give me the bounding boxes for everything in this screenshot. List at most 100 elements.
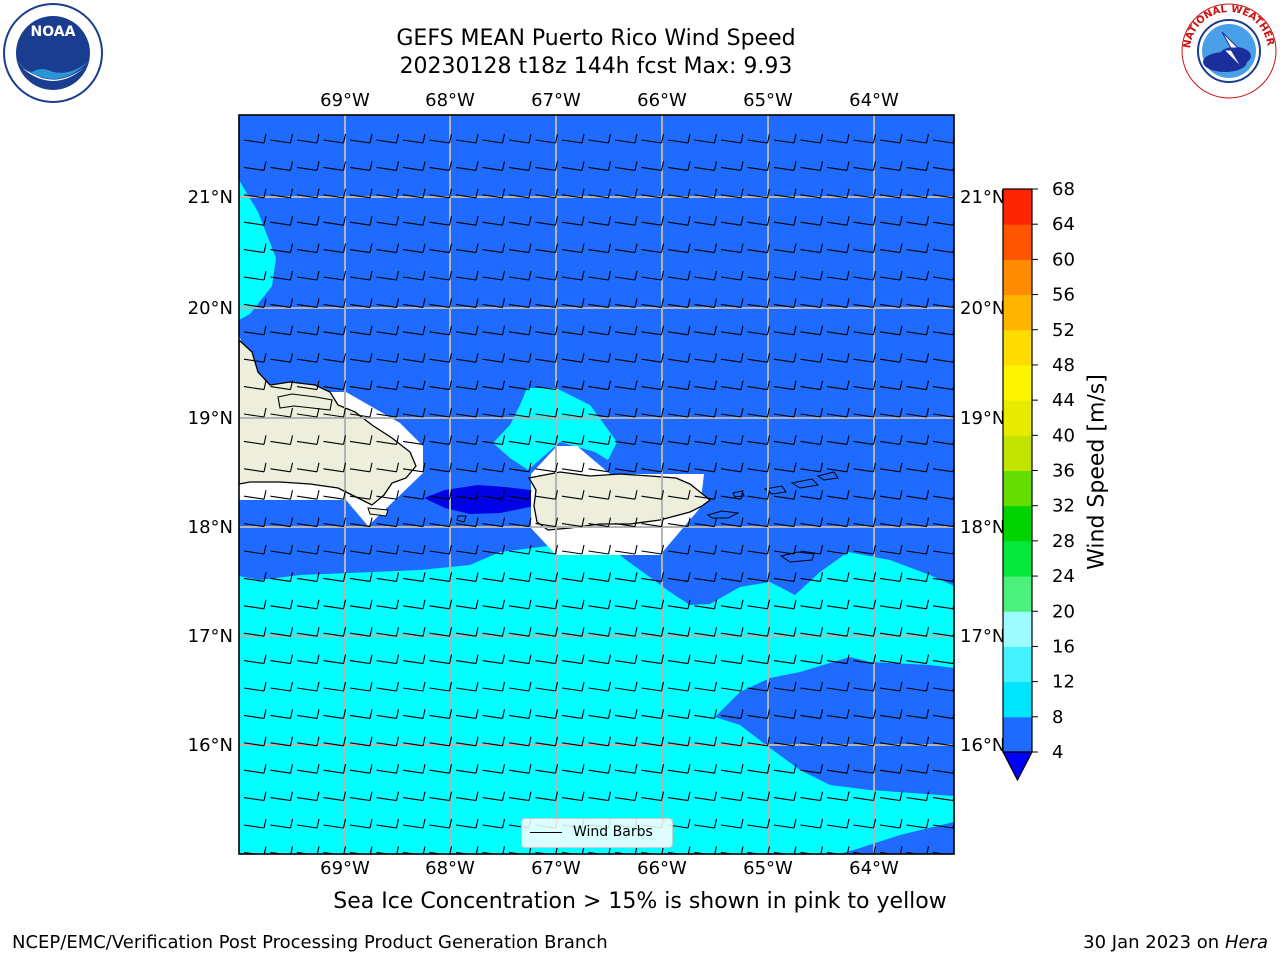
wind-barb (879, 654, 903, 665)
wind-barb (879, 243, 903, 254)
wind-barb (826, 298, 850, 308)
wind-barb (482, 298, 506, 308)
colorbar-segment (1003, 470, 1032, 507)
land-st-thomas (763, 485, 787, 495)
wind-barb (429, 380, 453, 391)
wind-barb (508, 544, 532, 555)
wind-barb (853, 243, 877, 254)
wind-barb (429, 243, 453, 254)
wind-barb (747, 681, 771, 692)
wind-barb (641, 764, 665, 774)
wind-barb (906, 736, 930, 747)
wind-barb (853, 709, 877, 719)
wind-barb (641, 298, 665, 308)
wind-barb (826, 407, 850, 418)
wind-barb (800, 133, 824, 144)
wind-barb (747, 572, 771, 582)
wind-barb (535, 736, 559, 747)
wind-barb (455, 709, 479, 719)
wind-barb (323, 270, 347, 281)
wind-barb (402, 161, 426, 171)
wind-barb (614, 133, 638, 144)
wind-barb (747, 298, 771, 308)
wind-barb (879, 216, 903, 226)
wind-barb (773, 764, 797, 774)
wind-barb (826, 490, 850, 500)
wind-barb (376, 490, 400, 500)
wind-barb (561, 599, 585, 610)
lon-label-bottom: 65°W (743, 858, 793, 879)
wind-barb (455, 517, 479, 528)
wind-barb (641, 325, 665, 336)
wind-barb (535, 270, 559, 281)
wind-barb (747, 490, 771, 500)
wind-barb (826, 544, 850, 555)
wind-barb (853, 380, 877, 391)
wind-barb (429, 353, 453, 363)
wind-barb (561, 133, 585, 144)
wind-barb (376, 791, 400, 802)
wind-barb (561, 161, 585, 171)
wind-barb (376, 818, 400, 829)
wind-barb (429, 462, 453, 473)
wind-barb (296, 353, 320, 363)
wind-barb (906, 791, 930, 802)
wind-barb (641, 544, 665, 555)
wind-barb (535, 380, 559, 391)
wind-barb (482, 353, 506, 363)
wind-barb (800, 599, 824, 610)
wind-barb (243, 216, 267, 226)
wind-barb (747, 380, 771, 391)
wind-barb (561, 325, 585, 336)
wind-barb (243, 243, 267, 254)
wind-barb (323, 736, 347, 747)
wind-barb (588, 353, 612, 363)
wind-barb (720, 681, 744, 692)
wind-barb (535, 298, 559, 308)
wind-barb (270, 627, 294, 637)
wind-barb (747, 353, 771, 363)
wind-barb (270, 298, 294, 308)
land-vieques (706, 510, 740, 519)
wind-barb (800, 380, 824, 391)
wind-barb (243, 407, 267, 418)
wind-barb (535, 325, 559, 336)
wind-barb (773, 216, 797, 226)
wind-barb (349, 325, 373, 336)
wind-barb (853, 298, 877, 308)
colorbar-segment (1003, 681, 1032, 718)
wind-barb (455, 764, 479, 774)
wind-barb (270, 599, 294, 610)
wind-barb (826, 572, 850, 582)
wind-barb (747, 709, 771, 719)
wind-barb (243, 736, 267, 747)
wind-barb (694, 462, 718, 473)
lat-label-left: 20°N (188, 298, 233, 319)
land-saona (367, 507, 389, 517)
colorbar-tick-label: 16 (1052, 636, 1075, 657)
wind-barb (800, 517, 824, 528)
wind-barb (535, 407, 559, 418)
wind-barb (429, 736, 453, 747)
wind-barb (535, 353, 559, 363)
wind-barb (800, 243, 824, 254)
wind-barb (879, 517, 903, 528)
wind-barb (906, 764, 930, 774)
wind-barb (296, 435, 320, 445)
wind-barb (906, 270, 930, 281)
wind-barb (482, 435, 506, 445)
lon-labels-top: 69°W 68°W 67°W 66°W 65°W 64°W (320, 90, 899, 111)
wind-barb (853, 681, 877, 692)
wind-barb (561, 380, 585, 391)
wind-barb (270, 736, 294, 747)
wind-barb (906, 599, 930, 610)
wind-barb (270, 435, 294, 445)
wind-barb (773, 627, 797, 637)
wind-barb (455, 627, 479, 637)
colorbar-segment (1003, 259, 1032, 296)
wind-barb (402, 818, 426, 829)
wind-barb (614, 216, 638, 226)
land-st-croix (779, 551, 815, 563)
wind-barb (376, 544, 400, 555)
